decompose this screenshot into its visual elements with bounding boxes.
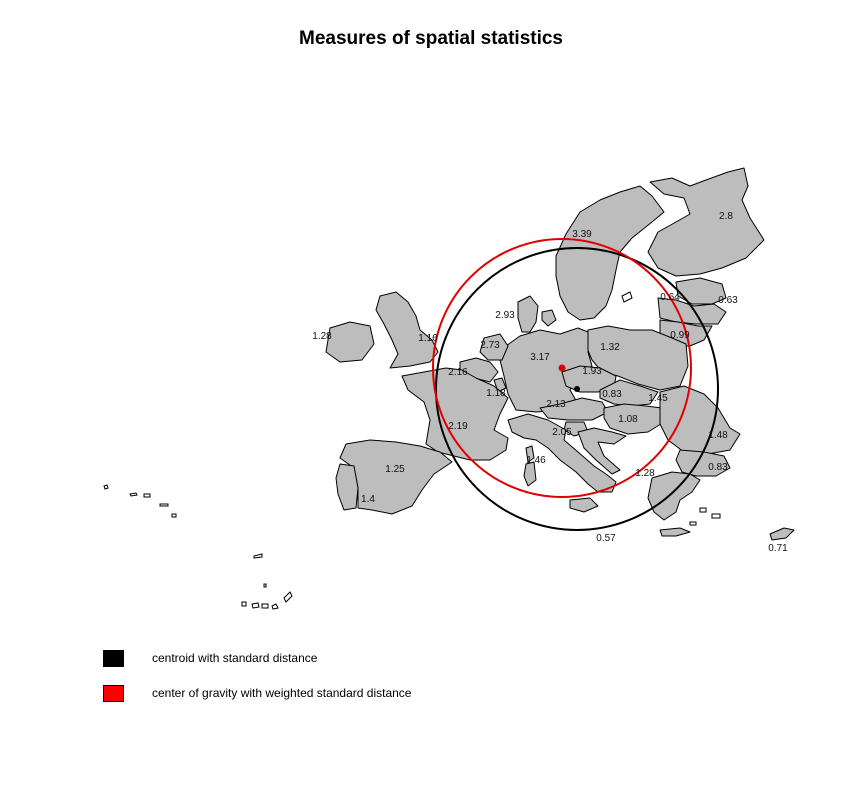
value-label-ro: 1.48 — [708, 430, 728, 441]
value-labels: 2.8 3.39 2.93 1.28 1.16 2.73 2.16 3.17 1.32 1.93 1… — [312, 211, 788, 554]
value-label-cy: 0.71 — [768, 543, 788, 554]
small-islands — [103, 291, 721, 610]
weighted-standard-distance-circle — [432, 238, 692, 498]
value-label-lv: 0.64 — [660, 292, 680, 303]
island-crete — [659, 527, 691, 537]
value-label-lt: 0.99 — [670, 330, 690, 341]
country-france — [401, 367, 509, 461]
value-label-nl: 2.73 — [480, 340, 500, 351]
value-label-pt: 1.4 — [361, 494, 375, 505]
country-slovakia — [599, 379, 659, 407]
island-madeira — [253, 553, 263, 559]
island-baltic — [621, 291, 633, 303]
value-label-it: 2.05 — [552, 427, 572, 438]
value-label-de: 3.17 — [530, 352, 550, 363]
island-azores-1 — [103, 484, 109, 490]
spatial-statistics — [432, 238, 719, 531]
country-germany — [499, 327, 593, 413]
value-label-uk: 1.16 — [418, 333, 438, 344]
map-title: Measures of spatial statistics — [299, 28, 563, 49]
legend-swatch-centroid — [103, 650, 124, 667]
island-canary-5 — [283, 591, 293, 603]
island-corsica — [525, 445, 535, 463]
country-greece — [647, 471, 701, 521]
value-label-ee: 0.63 — [718, 295, 738, 306]
value-label-md: 1.45 — [648, 393, 668, 404]
island-aegean-2 — [711, 513, 721, 519]
island-azores-4 — [159, 503, 169, 507]
value-label-es: 1.25 — [385, 464, 405, 475]
country-denmark — [517, 295, 539, 333]
centroid-point — [574, 386, 580, 392]
value-label-be: 2.16 — [448, 367, 468, 378]
island-sicily — [569, 497, 599, 513]
country-ireland — [325, 321, 375, 363]
value-label-ie: 1.28 — [312, 331, 332, 342]
value-label-hu: 1.08 — [618, 414, 638, 425]
country-italy — [507, 413, 617, 493]
legend-swatch-weighted — [103, 685, 124, 702]
island-cyprus — [769, 527, 795, 541]
island-canary-2 — [251, 602, 260, 609]
country-croatia — [577, 427, 627, 475]
countries — [325, 167, 795, 541]
country-portugal — [335, 463, 359, 511]
value-label-se: 3.39 — [572, 229, 592, 240]
country-estonia — [675, 277, 727, 305]
value-label-gr: 1.28 — [635, 468, 655, 479]
value-label-cz: 1.93 — [582, 366, 602, 377]
value-label-dk: 2.93 — [495, 310, 515, 321]
value-label-mt: 0.57 — [596, 533, 616, 544]
value-label-sk: 0.83 — [602, 389, 622, 400]
island-azores-5 — [171, 513, 177, 518]
island-aegean-3 — [689, 521, 697, 526]
country-hungary — [603, 403, 665, 435]
island-canary-4 — [271, 603, 279, 610]
value-label-fi: 2.8 — [719, 211, 733, 222]
value-label-co: 1.46 — [526, 455, 546, 466]
centroid-standard-distance-circle — [435, 247, 719, 531]
center-of-gravity-point — [558, 364, 566, 372]
value-label-bg: 0.83 — [708, 462, 728, 473]
value-label-pl: 1.32 — [600, 342, 620, 353]
island-canary-6 — [263, 583, 267, 588]
value-label-at: 2.13 — [546, 399, 566, 410]
country-bulgaria — [675, 449, 731, 477]
island-sardinia — [523, 461, 537, 487]
value-label-lu: 1.18 — [486, 388, 506, 399]
island-azores-2 — [129, 492, 138, 497]
country-romania — [659, 385, 741, 455]
island-aegean-1 — [699, 507, 707, 513]
legend-label-centroid: centroid with standard distance — [152, 651, 318, 665]
island-canary-3 — [261, 603, 269, 609]
country-sweden — [555, 185, 665, 321]
country-united-kingdom — [375, 291, 439, 369]
value-label-fr: 2.19 — [448, 421, 468, 432]
island-canary-1 — [241, 601, 247, 607]
island-azores-3 — [143, 493, 151, 498]
country-netherlands — [479, 333, 509, 361]
legend-label-weighted: center of gravity with weighted standard… — [152, 686, 412, 700]
country-denmark-zealand — [541, 309, 557, 327]
country-finland — [647, 167, 765, 277]
